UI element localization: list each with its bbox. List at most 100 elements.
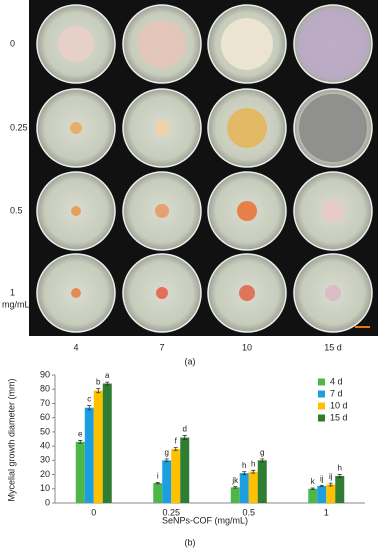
y-tick-label: 60 xyxy=(40,412,50,422)
significance-label: ij xyxy=(329,472,333,481)
colony xyxy=(71,288,81,298)
colony xyxy=(221,18,273,70)
colony xyxy=(299,94,367,162)
significance-label: e xyxy=(78,430,83,439)
row-unit: mg/mL xyxy=(2,299,30,309)
column-label: 15 d xyxy=(324,342,342,352)
column-label: 10 xyxy=(242,342,252,352)
y-tick-label: 30 xyxy=(40,455,50,465)
error-bar xyxy=(78,440,83,444)
colony xyxy=(138,20,186,68)
significance-label: g xyxy=(165,448,169,457)
error-bar xyxy=(164,458,169,463)
row-label: 0.25 xyxy=(10,122,28,132)
colony xyxy=(297,8,369,80)
error-bar xyxy=(251,469,256,474)
colony xyxy=(322,200,344,222)
y-tick-label: 70 xyxy=(40,398,50,408)
x-tick-label: 0.25 xyxy=(162,507,180,517)
error-bar xyxy=(310,487,315,490)
legend-swatch xyxy=(318,402,325,410)
y-tick-label: 90 xyxy=(40,369,50,379)
significance-label: h xyxy=(242,461,246,470)
colony xyxy=(237,201,257,221)
bar xyxy=(308,488,318,503)
bar xyxy=(230,487,240,503)
error-bar xyxy=(155,481,160,485)
y-axis-label: Mycelial growth diameter (mm) xyxy=(6,378,16,501)
colony xyxy=(227,108,267,148)
x-tick-label: 1 xyxy=(324,507,329,517)
significance-label: c xyxy=(87,395,91,404)
bar xyxy=(180,437,190,503)
significance-label: a xyxy=(105,371,110,380)
bar xyxy=(326,484,336,503)
x-tick-label: 0.5 xyxy=(242,507,255,517)
y-tick-label: 10 xyxy=(40,483,50,493)
bar xyxy=(317,485,327,503)
legend-swatch xyxy=(318,390,325,398)
error-bar xyxy=(337,474,342,478)
colony xyxy=(154,120,170,136)
significance-label: g xyxy=(260,448,264,457)
y-tick-label: 40 xyxy=(40,440,50,450)
significance-label: jk xyxy=(231,476,239,485)
legend-label: 4 d xyxy=(330,376,343,386)
legend-swatch xyxy=(318,414,325,422)
legend-swatch xyxy=(318,378,325,386)
colony xyxy=(239,285,255,301)
error-bar xyxy=(87,405,92,411)
bar xyxy=(153,483,163,503)
error-bar xyxy=(105,381,110,386)
row-label: 1 xyxy=(10,287,15,297)
significance-label: f xyxy=(175,437,178,446)
significance-label: h xyxy=(338,464,342,473)
error-bar xyxy=(182,435,187,441)
caption: (a) xyxy=(185,356,196,366)
colony xyxy=(156,287,168,299)
bar xyxy=(162,460,172,503)
colony xyxy=(325,285,341,301)
significance-label: k xyxy=(311,477,316,486)
colony xyxy=(70,122,82,134)
bar xyxy=(257,460,267,503)
legend-label: 7 d xyxy=(330,388,343,398)
bar xyxy=(171,448,181,503)
significance-label: ij xyxy=(320,474,324,483)
bar xyxy=(335,475,345,503)
error-bar xyxy=(242,471,247,475)
row-label: 0 xyxy=(10,38,15,48)
x-tick-label: 0 xyxy=(91,507,96,517)
error-bar xyxy=(233,486,238,489)
caption: (b) xyxy=(185,537,196,547)
legend-label: 10 d xyxy=(330,400,348,410)
colony xyxy=(58,26,94,62)
y-tick-label: 50 xyxy=(40,426,50,436)
significance-label: h xyxy=(251,459,255,468)
row-label: 0.5 xyxy=(10,205,23,215)
significance-label: d xyxy=(183,425,187,434)
bar xyxy=(239,473,249,503)
error-bar xyxy=(96,388,101,394)
error-bar xyxy=(328,482,333,487)
significance-label: i xyxy=(157,471,159,480)
column-label: 7 xyxy=(159,342,164,352)
colony xyxy=(71,206,81,216)
y-tick-label: 0 xyxy=(45,497,50,507)
bar xyxy=(93,390,103,503)
y-tick-label: 20 xyxy=(40,469,50,479)
error-bar xyxy=(319,484,324,488)
bar xyxy=(75,441,85,503)
bar xyxy=(102,383,112,503)
bar xyxy=(248,471,258,503)
bar xyxy=(84,407,94,503)
column-label: 4 xyxy=(73,342,78,352)
y-tick-label: 80 xyxy=(40,384,50,394)
error-bar xyxy=(260,458,265,463)
legend-label: 15 d xyxy=(330,412,348,422)
significance-label: b xyxy=(96,378,101,387)
error-bar xyxy=(173,447,178,451)
x-axis-label: SeNPs-COF (mg/mL) xyxy=(162,515,248,525)
colony xyxy=(155,204,169,218)
